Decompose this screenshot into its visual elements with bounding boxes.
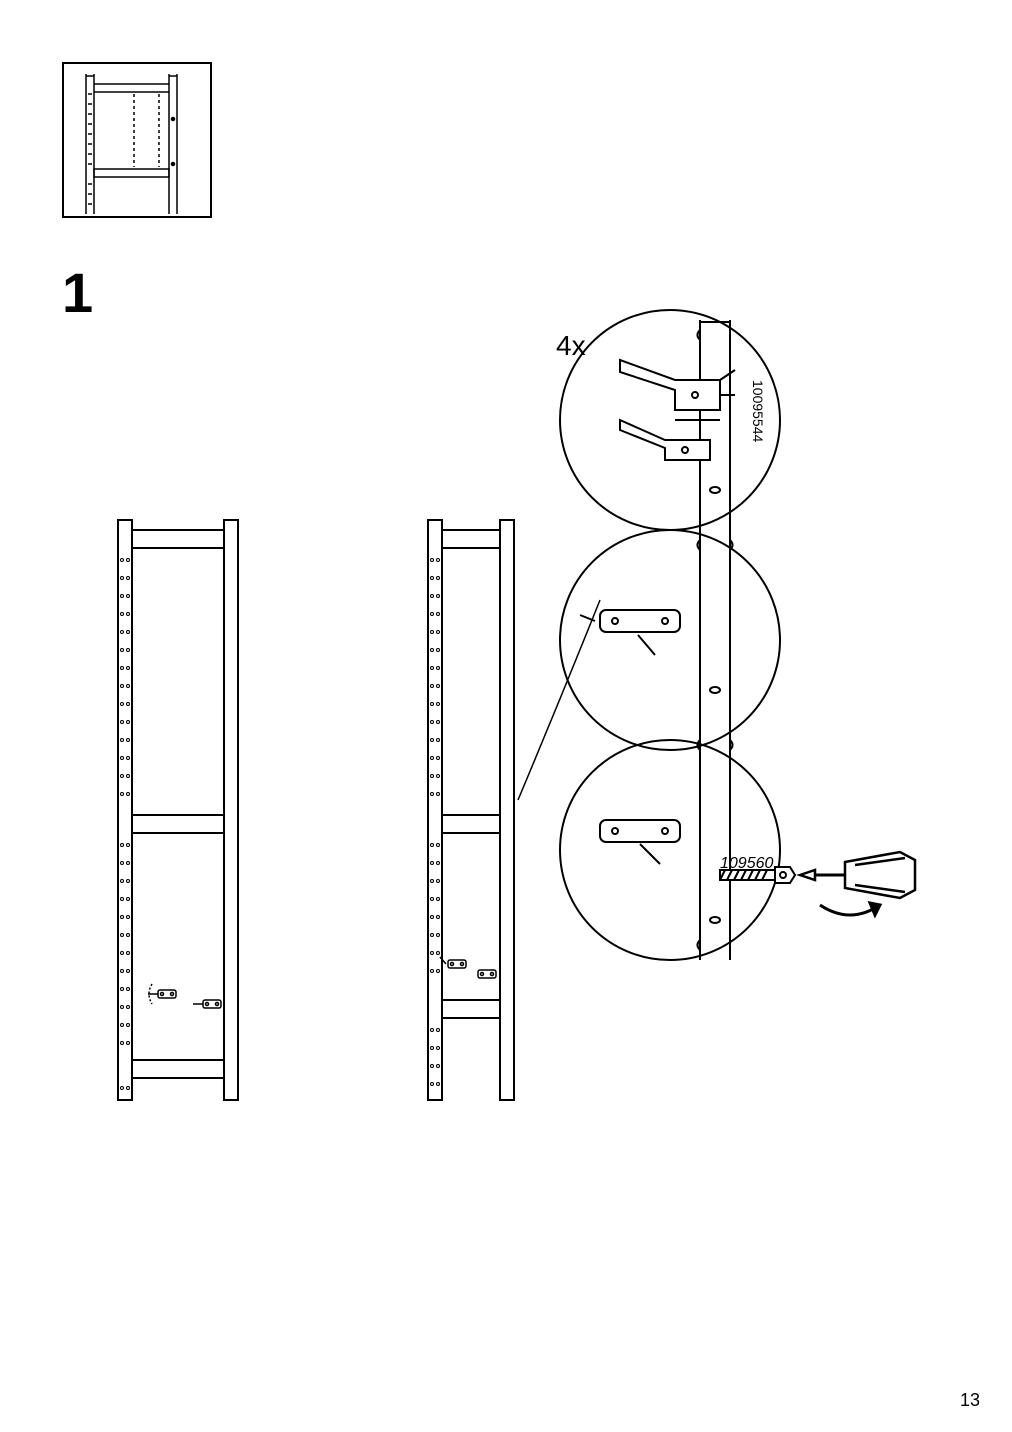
page-number: 13 [960, 1390, 980, 1411]
detail-circles [560, 310, 915, 960]
left-ladder [118, 520, 238, 1100]
main-diagram [0, 0, 1012, 1432]
instruction-page: 1 4x 10095544 109560 [0, 0, 1012, 1432]
center-ladder [428, 520, 514, 1100]
